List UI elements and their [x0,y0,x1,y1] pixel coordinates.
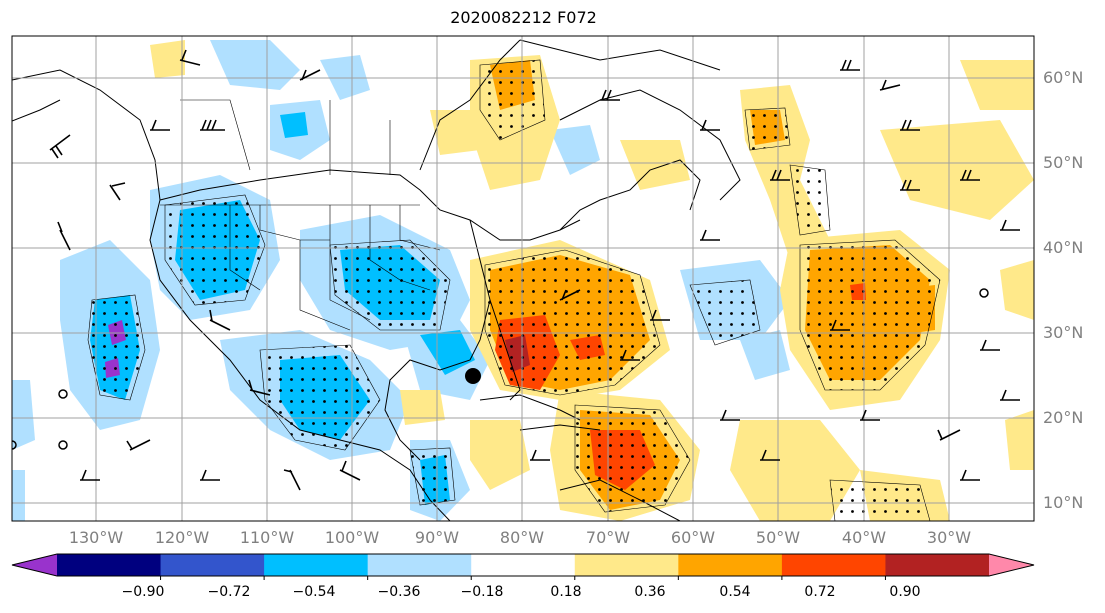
colorbar-tick-label-0: −0.90 [121,584,165,600]
map-title: 2020082212 F072 [450,8,597,27]
colorbar-tick-label-1: −0.72 [207,584,251,600]
lon-label-70w: 70°W [585,528,631,547]
colorbar-tick-label-4: −0.18 [460,584,504,600]
lat-lon-grid [12,36,1034,521]
colorbar-tick-label-7: 0.54 [719,584,751,600]
lat-label-40: 40°N [1043,238,1084,257]
lat-label-20: 20°N [1043,408,1084,427]
lon-label-110w: 110°W [239,528,295,547]
colorbar-tick-label-6: 0.36 [634,584,666,600]
coastline-layer [12,39,741,521]
lat-label-30: 30°N [1043,323,1084,342]
lat-label-60: 60°N [1043,68,1084,87]
lon-label-130w: 130°W [68,528,124,547]
map-frame [11,35,1035,522]
wind-barbs-layer [49,49,1020,491]
lat-label-50: 50°N [1043,153,1084,172]
lon-label-100w: 100°W [324,528,380,547]
lon-label-40w: 40°W [841,528,887,547]
political-borders-layer [160,99,441,331]
lon-label-30w: 30°W [926,528,972,547]
lon-label-120w: 120°W [154,528,210,547]
lat-label-10: 10°N [1043,493,1084,512]
significance-stipple-layer [87,59,941,521]
colorbar-tick-label-5: 0.18 [550,584,582,600]
colorbar-tick-label-3: −0.36 [377,584,421,600]
colorbar-tick-label-2: −0.54 [292,584,336,600]
colorbar-tick-label-9: 0.90 [889,584,921,600]
lon-label-90w: 90°W [414,528,460,547]
lon-label-80w: 80°W [499,528,545,547]
lon-label-60w: 60°W [670,528,716,547]
lon-label-50w: 50°W [755,528,801,547]
colorbar-tick-label-8: 0.72 [804,584,836,600]
location-marker [465,368,481,384]
